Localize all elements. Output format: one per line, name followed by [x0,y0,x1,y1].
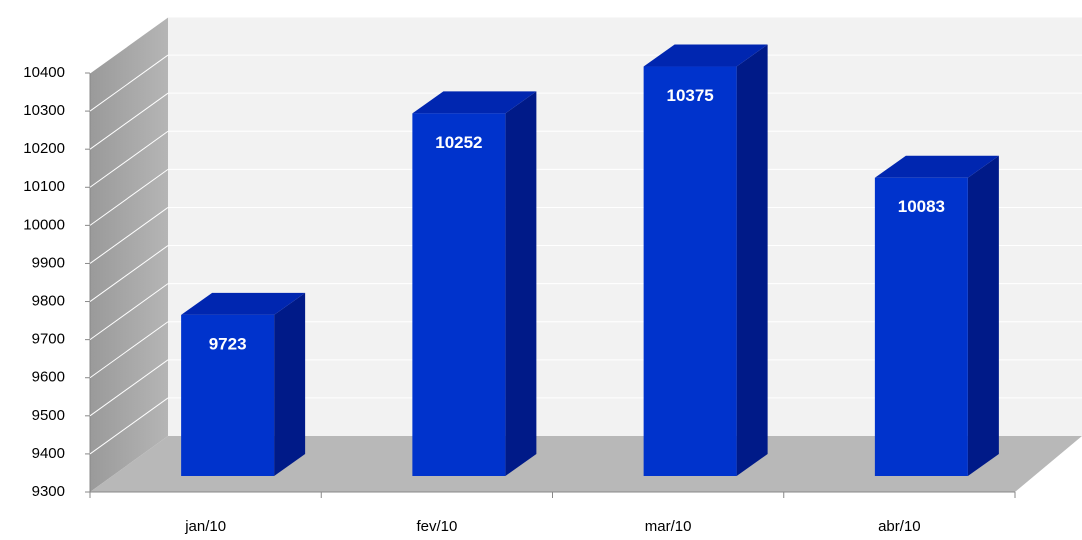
grid-line [89,321,169,379]
y-tick-label: 9500 [32,407,65,424]
y-tick-label: 9600 [32,369,65,386]
bar-top [874,155,999,178]
y-tick-label: 9900 [32,254,65,271]
y-tick-label: 10100 [23,178,65,195]
back-wall [168,17,1082,436]
x-tick-label: fev/10 [416,518,457,535]
floor [90,436,1082,492]
y-tick-label: 10000 [23,216,65,233]
x-tick-label: mar/10 [645,518,692,535]
y-tick-label: 9400 [32,445,65,462]
grid-line [89,130,169,188]
y-tick-label: 10300 [23,102,65,119]
value-label: 10375 [666,86,713,105]
bar [874,177,968,477]
y-tick-label: 10400 [23,64,65,81]
bar-side [274,292,306,476]
bar [181,314,275,476]
grid-line [89,92,169,150]
grid-line [89,359,169,417]
bar-top [181,292,306,315]
bar-side [505,91,537,476]
bar-side [967,155,999,477]
x-tick-label: abr/10 [878,518,921,535]
bar-top [643,44,768,67]
bar-side [736,44,768,476]
y-tick-label: 9800 [32,293,65,310]
bar-top [412,91,537,114]
value-label: 9723 [209,334,247,353]
grid-line [89,54,169,112]
grid-line [89,283,169,341]
x-tick-label: jan/10 [184,518,226,535]
grid-line [89,397,169,455]
value-label: 10083 [898,197,945,216]
y-tick-label: 9700 [32,331,65,348]
grid-line [89,245,169,302]
y-tick-label: 9300 [32,483,65,500]
grid-line [89,16,169,74]
y-tick-label: 10200 [23,140,65,157]
bar [412,113,506,476]
grid-line [89,168,169,226]
value-label: 10252 [435,133,482,152]
bar [643,66,737,476]
grid-line [89,207,169,264]
